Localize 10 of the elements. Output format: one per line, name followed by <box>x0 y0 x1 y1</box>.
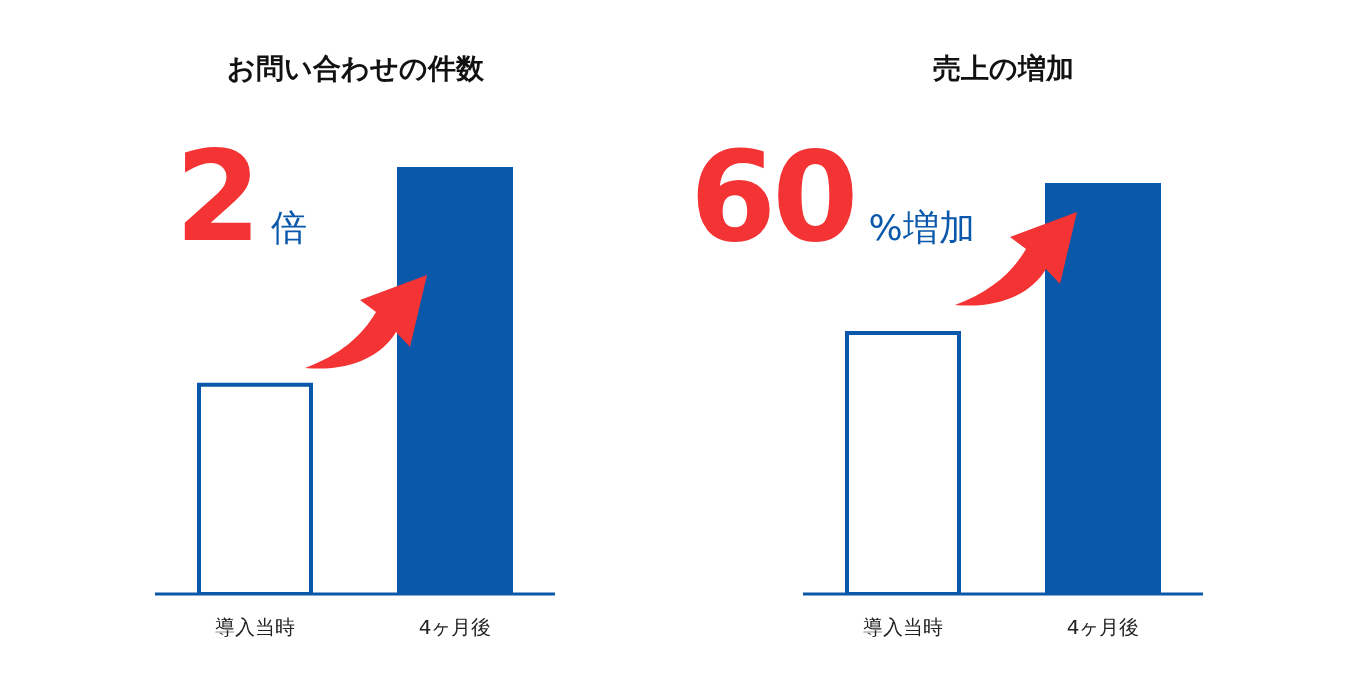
annotation: 60 <box>690 125 855 269</box>
annotation: %増加 <box>868 207 975 248</box>
chart-title: 売上の増加 <box>931 51 1075 87</box>
x-tick-label: 導入当時 <box>863 615 943 640</box>
chart-title: お問い合わせの件数 <box>225 51 485 87</box>
annotation: 倍 <box>271 207 308 248</box>
x-tick-label: 4ヶ月後 <box>1066 615 1140 640</box>
x-tick-label: 導入当時 <box>215 615 295 640</box>
x-tick-label: 4ヶ月後 <box>418 615 492 640</box>
annotation: 2 <box>175 125 258 269</box>
